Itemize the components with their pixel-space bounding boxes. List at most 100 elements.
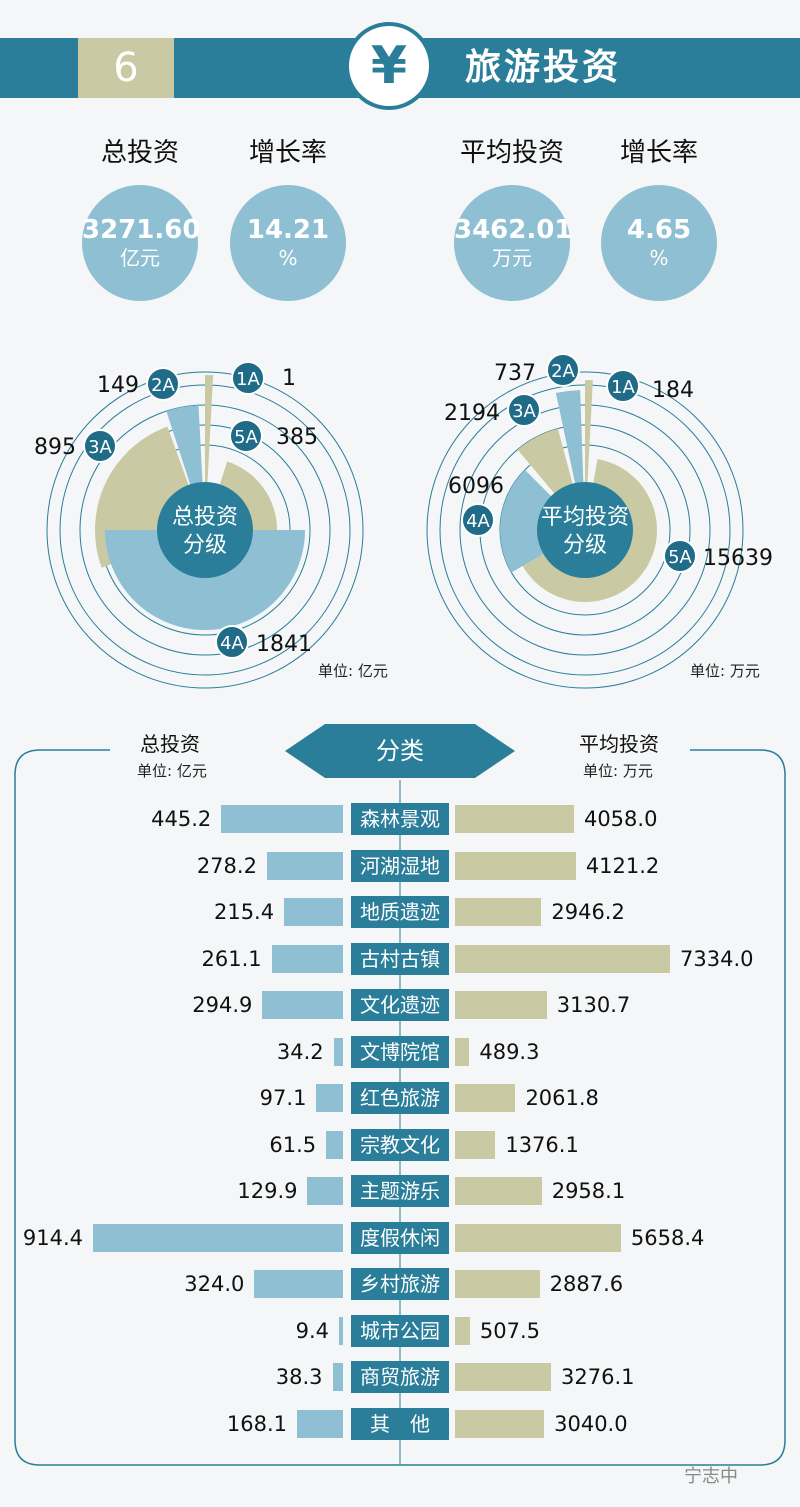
category-title: 分类	[376, 737, 424, 765]
average-investment-label: 507.5	[479, 1318, 540, 1343]
category-row: 294.9 3130.7 文化遗迹	[0, 988, 800, 1022]
category-label: 古村古镇	[351, 942, 449, 975]
average-investment-label: 3276.1	[561, 1365, 635, 1389]
pie-slice-4a	[105, 530, 305, 630]
category-frame	[14, 749, 786, 1466]
grade-badge-label: 2A	[151, 375, 175, 396]
grade-badge	[231, 361, 265, 395]
category-row: 9.4 507.5 城市公园	[0, 1314, 800, 1348]
total-investment-label: 9.4	[295, 1318, 329, 1343]
pie-value-label: 1841	[256, 632, 312, 657]
total-investment-label: 914.4	[22, 1225, 83, 1250]
average-investment-bar	[455, 1316, 470, 1345]
left-header: 总投资	[140, 732, 200, 756]
category-label: 度假休闲	[351, 1221, 449, 1254]
total-investment-bar	[221, 805, 343, 833]
grade-badge	[146, 367, 180, 401]
average-investment-bar	[455, 1037, 470, 1066]
average-investment-label: 3130.7	[556, 993, 631, 1017]
pie-value-label: 2194	[444, 401, 500, 426]
stat-unit: 亿元	[120, 246, 160, 270]
category-row: 278.2 4121.2 河湖湿地	[0, 849, 800, 883]
category-label: 红色旅游	[351, 1082, 449, 1114]
category-label: 宗教文化	[351, 1128, 449, 1161]
category-row: 61.5 1376.1 宗教文化	[0, 1128, 800, 1162]
pie-value-label: 385	[276, 425, 318, 450]
category-row: 261.1 7334.0 古村古镇	[0, 942, 800, 976]
average-investment-label: 2887.6	[549, 1272, 624, 1296]
average-investment-bar	[455, 1270, 540, 1298]
stat-circle-growth-total: 14.21 %	[230, 185, 346, 301]
yen-icon: ¥	[345, 22, 433, 110]
total-investment-bar	[326, 1130, 343, 1159]
stat-value: 4.65	[626, 215, 692, 245]
category-label: 文博院馆	[351, 1035, 449, 1068]
total-investment-bar	[284, 898, 343, 926]
pie-ring	[426, 371, 744, 689]
page-title: 旅游投资	[465, 47, 622, 88]
total-investment-label: 278.2	[196, 853, 257, 878]
grade-badge-label: 4A	[466, 511, 490, 532]
average-investment-label: 3040.0	[554, 1411, 628, 1436]
pie-value-label: 149	[97, 373, 139, 398]
average-investment-bar	[455, 991, 547, 1019]
stat-circle-average: 3462.01 万元	[454, 185, 572, 301]
pie-title: 平均投资	[541, 505, 629, 530]
average-investment-bar	[455, 944, 670, 973]
total-investment-label: 261.1	[201, 946, 262, 971]
category-row: 97.1 2061.8 红色旅游	[0, 1081, 800, 1115]
category-label: 地质遗迹	[351, 896, 449, 928]
total-investment-bar	[307, 1177, 343, 1205]
total-investment-bar	[333, 1037, 343, 1066]
average-investment-bar	[455, 1223, 621, 1252]
average-investment-label: 2958.1	[551, 1179, 626, 1203]
total-investment-bar	[339, 1316, 343, 1345]
stat-circle-total: 3271.60 亿元	[82, 185, 200, 301]
total-investment-bar	[254, 1270, 343, 1298]
grade-badge	[606, 369, 640, 403]
watermark: 宁志中	[684, 1466, 738, 1487]
grade-badge	[507, 393, 541, 427]
average-investment-label: 2946.2	[551, 900, 625, 924]
pie-value-label: 15639	[703, 546, 773, 571]
pie-title: 分级	[563, 533, 607, 558]
total-investment-bar	[271, 944, 343, 973]
average-investment-label: 7334.0	[680, 946, 754, 971]
category-row: 324.0 2887.6 乡村旅游	[0, 1267, 800, 1301]
grade-badge	[215, 625, 249, 659]
pie-center	[537, 482, 633, 578]
category-row: 168.1 3040.0 其 他	[0, 1407, 800, 1441]
grade-badge	[546, 353, 580, 387]
grade-badge-label: 1A	[611, 377, 635, 398]
category-row: 34.2 489.3 文博院馆	[0, 1035, 800, 1069]
category-label: 其 他	[351, 1407, 449, 1440]
average-investment-bar	[455, 1130, 496, 1159]
pie-unit-total: 单位: 亿元	[318, 662, 388, 680]
average-investment-bar	[455, 898, 542, 926]
stat-circle-growth-average: 4.65 %	[601, 185, 717, 301]
pie-unit-average: 单位: 万元	[690, 662, 760, 680]
average-investment-label: 4121.2	[585, 853, 660, 878]
category-label: 森林景观	[351, 803, 449, 835]
grade-badge	[83, 429, 117, 463]
section-number: 6	[78, 38, 174, 98]
total-investment-bar	[262, 991, 343, 1019]
category-label: 商贸旅游	[351, 1361, 449, 1393]
total-investment-label: 215.4	[213, 900, 275, 924]
category-banner	[285, 724, 515, 778]
average-investment-bar	[455, 851, 576, 880]
stat-unit: 万元	[492, 246, 532, 270]
average-investment-bar	[455, 1409, 545, 1438]
total-investment-label: 61.5	[269, 1132, 317, 1157]
stat-label-average: 平均投资	[459, 138, 564, 168]
average-investment-label: 4058.0	[583, 807, 658, 831]
grade-badge-label: 2A	[551, 361, 575, 382]
right-unit: 单位: 万元	[583, 762, 653, 780]
right-header: 平均投资	[579, 732, 659, 756]
pie-title: 总投资	[172, 505, 238, 530]
grade-badge-label: 5A	[668, 547, 692, 568]
grade-badge	[461, 503, 495, 537]
